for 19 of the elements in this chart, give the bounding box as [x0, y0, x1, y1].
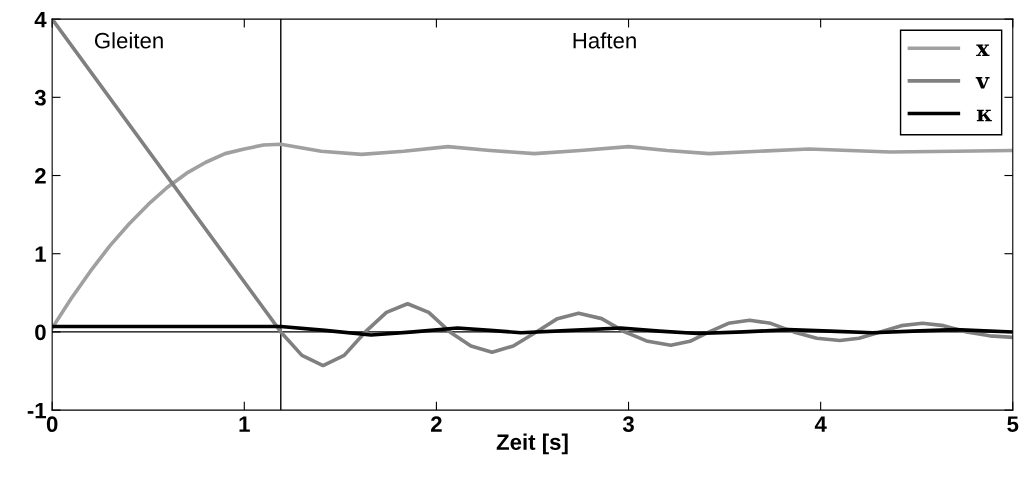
x-tick-label: 3	[622, 416, 634, 433]
x-tick-label: 4	[814, 416, 827, 432]
x-axis-title: Zeit [s]	[496, 433, 568, 455]
line-series	[52, 142, 1013, 330]
y-tick-label: 2	[35, 168, 46, 184]
annotation: Haften	[573, 32, 636, 49]
legend-label: κ	[976, 109, 992, 122]
annotation: Gleiten	[94, 32, 163, 49]
x-tick-label: 5	[1007, 416, 1019, 432]
y-tick-label: 1	[35, 246, 46, 262]
y-tick-label: 3	[34, 89, 46, 106]
x-tick-label: 1	[239, 416, 250, 432]
y-tick-label: 0	[35, 324, 46, 341]
legend-label: x	[976, 44, 990, 57]
y-tick-label: 4	[34, 11, 47, 28]
legend-label: v	[975, 77, 990, 89]
x-tick-label: 0	[46, 416, 58, 432]
x-tick-label: 2	[431, 416, 442, 432]
y-tick-label: -1	[27, 402, 46, 419]
